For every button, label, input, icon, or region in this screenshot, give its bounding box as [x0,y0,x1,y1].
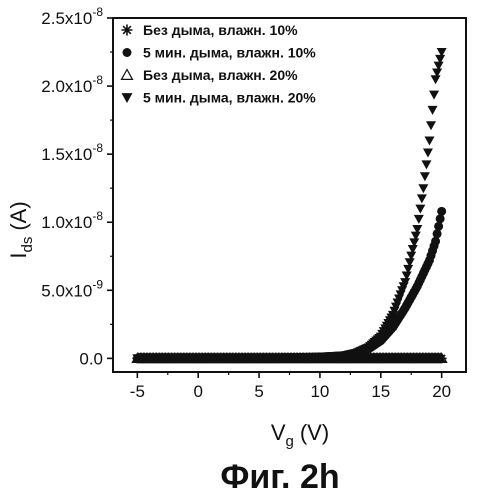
legend: Без дыма, влажн. 10% 5 мин. дыма, влажн. … [122,22,317,106]
x-tick-label: -5 [130,382,145,401]
x-tick-label: 0 [193,382,202,401]
x-axis-label-unit: (V) [300,420,329,445]
y-axis-label-unit: (A) [6,201,31,230]
y-tick-labels: 0.05.0x10-91.0x10-81.5x10-82.0x10-82.5x1… [41,5,103,368]
series-point [429,91,439,100]
legend-label: 5 мин. дыма, влажн. 10% [143,45,316,61]
legend-item: 5 мин. дыма, влажн. 10% [123,45,317,61]
y-axis-label-sub: ds [19,237,36,253]
legend-marker [122,70,133,80]
series-point [423,148,433,157]
series-point [434,222,443,231]
y-tick-mantissa: 5.0x10 [41,281,92,300]
y-tick-exponent: -9 [92,277,103,291]
x-axis-label-main: V [271,420,286,445]
y-tick-mantissa: 1.0x10 [41,213,92,232]
series-point [433,229,442,238]
legend-label: 5 мин. дыма, влажн. 20% [143,90,316,106]
y-tick-label: 2.0x10-8 [41,73,103,96]
y-tick-mantissa: 1.5x10 [41,145,92,164]
x-axis-label-sub: g [286,433,294,450]
series-point [415,205,425,214]
y-tick-mantissa: 2.5x10 [41,9,92,28]
x-tick-label: 15 [371,382,390,401]
series-point [428,106,438,115]
legend-marker [123,48,132,57]
figure-caption: Фиг. 2h [220,458,339,496]
x-tick-label: 5 [254,382,263,401]
series-point [414,215,424,224]
x-tick-labels: -5 0 5 10 15 20 [130,382,451,401]
series-point [436,214,445,223]
y-tick-label: 1.5x10-8 [41,141,103,164]
legend-item: Без дыма, влажн. 10% [122,22,299,38]
series-point [421,160,431,169]
series-point [424,137,434,146]
y-tick-exponent: -8 [92,5,103,19]
legend-item: Без дыма, влажн. 20% [122,67,299,83]
y-axis-label: Ids(A) [6,201,36,258]
series-point [426,121,436,130]
legend-item: 5 мин. дыма, влажн. 20% [122,90,317,106]
x-tick-label: 10 [310,382,329,401]
legend-marker [122,25,133,36]
legend-label: Без дыма, влажн. 20% [143,67,298,83]
y-tick-exponent: -8 [92,209,103,223]
y-tick-exponent: -8 [92,73,103,87]
y-tick-label: 1.0x10-8 [41,209,103,232]
y-tick-label: 2.5x10-8 [41,5,103,28]
y-tick-mantissa: 0.0 [79,349,103,368]
y-tick-mantissa: 2.0x10 [41,77,92,96]
y-tick-label: 5.0x10-9 [41,277,103,300]
series-point [437,207,446,216]
series-point [431,237,440,246]
legend-label: Без дыма, влажн. 10% [143,22,298,38]
y-tick-exponent: -8 [92,141,103,155]
series-point [431,75,441,84]
legend-marker [122,93,133,103]
series-2 [133,207,446,363]
x-axis-label: Vg (V) [271,420,329,450]
series-point [418,184,428,193]
x-tick-label: 20 [432,382,451,401]
series-point [417,194,427,203]
series-point [420,172,430,181]
y-tick-label: 0.0 [79,349,103,368]
